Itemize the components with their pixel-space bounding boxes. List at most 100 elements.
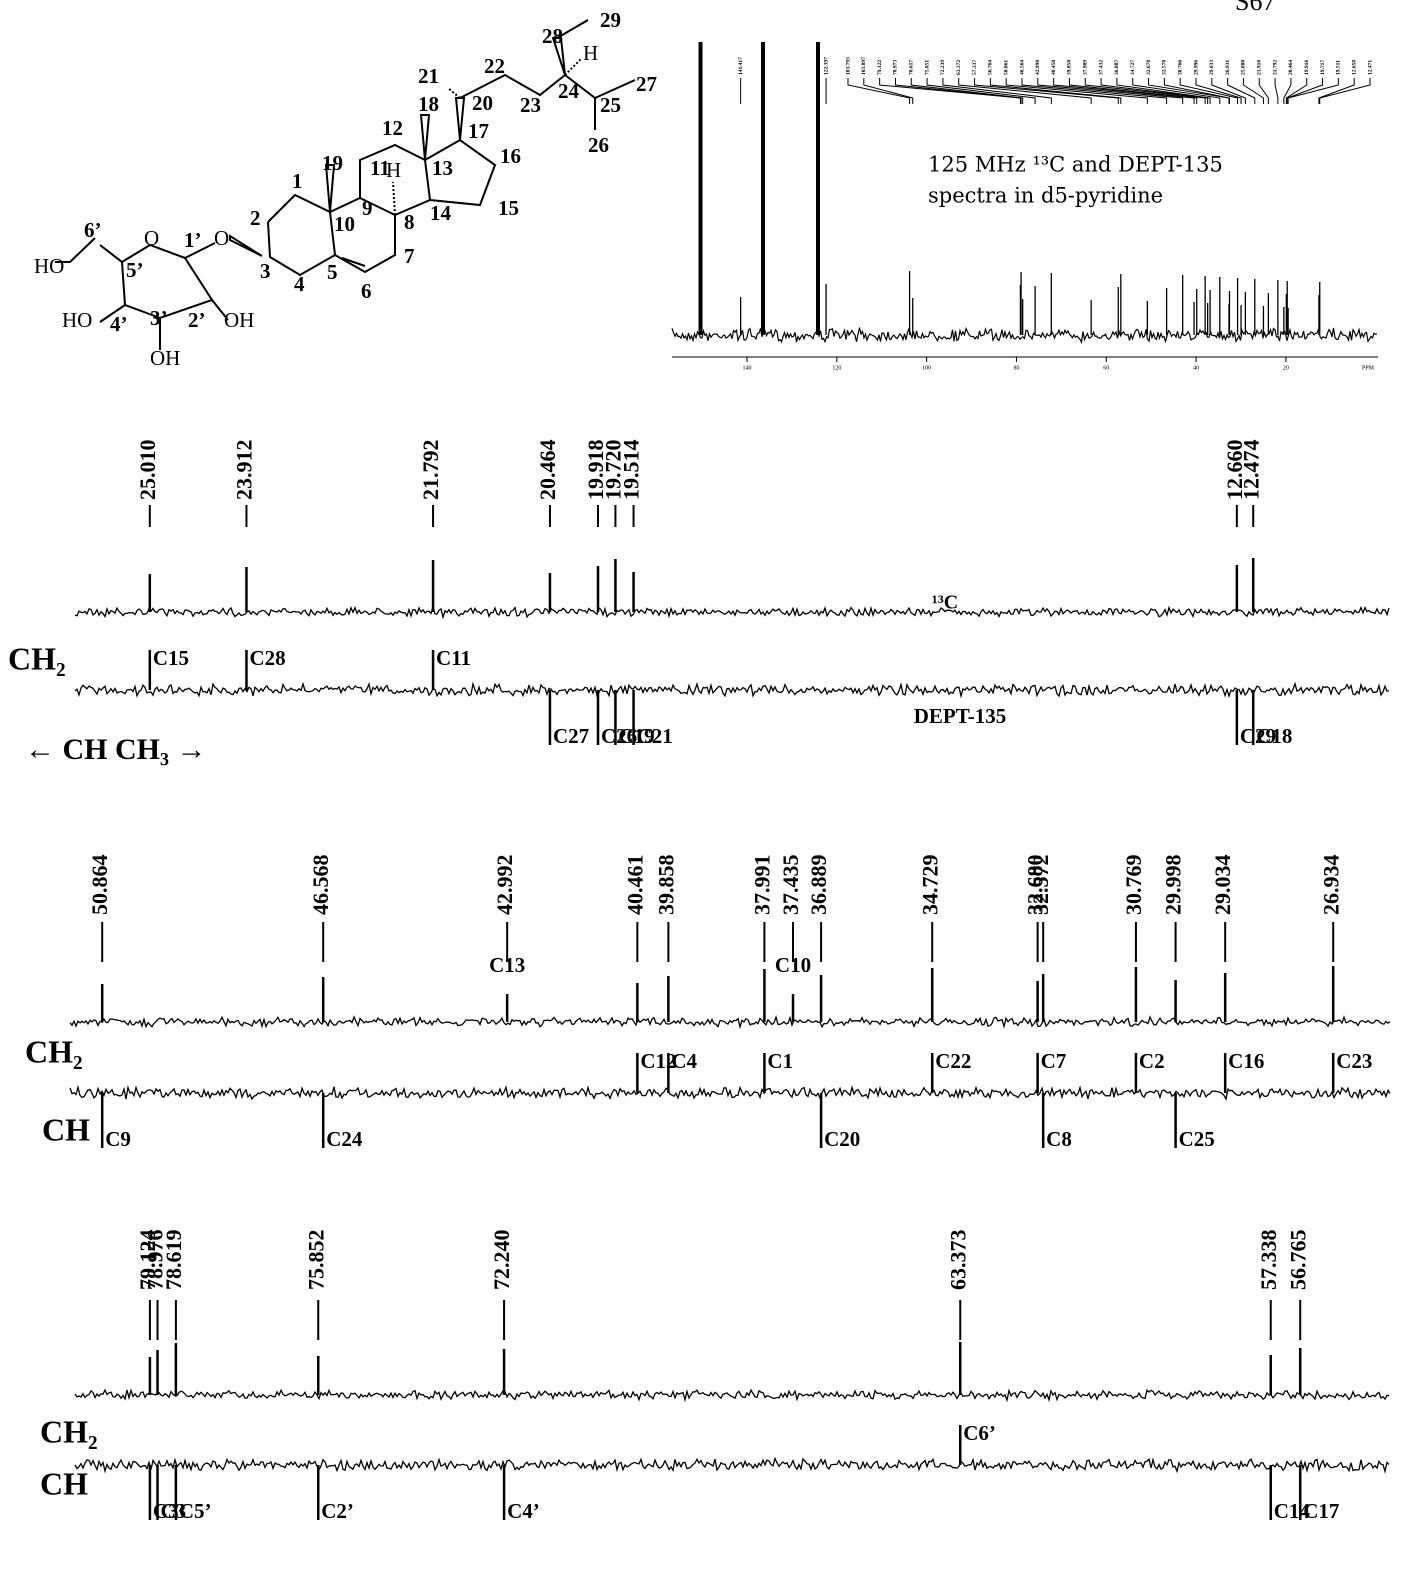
peak-label: 21.792	[1272, 60, 1278, 75]
peak-label: 46.564	[1019, 60, 1025, 75]
assignment: C21	[637, 724, 673, 748]
assignment: C7	[1041, 1049, 1067, 1073]
assignment: C1	[767, 1049, 793, 1073]
shift-label: 12.474	[1238, 440, 1263, 501]
trace-label: CH₂	[8, 640, 66, 676]
peak-leader	[1195, 78, 1242, 104]
inset-caption: 125 MHz ¹³C and DEPT-135	[928, 153, 1223, 177]
shift-label: 42.992	[492, 855, 517, 916]
assignment: C16	[1228, 1049, 1264, 1073]
peak-label: 42.990	[1035, 60, 1041, 75]
shift-label: 37.991	[749, 855, 774, 916]
baseline-noise	[74, 1388, 1390, 1403]
atom-label: 10	[334, 212, 355, 236]
peak-label: 29.033	[1209, 60, 1215, 75]
assignment: C15	[153, 646, 189, 670]
atom-label: H	[583, 41, 598, 65]
shift-label: 37.435	[778, 855, 803, 916]
trace-label: CH	[40, 1465, 88, 1501]
shift-label: 25.010	[135, 440, 160, 501]
x-tick-label: 40	[1193, 365, 1199, 371]
assignment: C28	[249, 646, 285, 670]
shift-label: 29.998	[1161, 855, 1186, 916]
atom-label: 12	[382, 116, 403, 140]
shift-label: 56.765	[1285, 1230, 1310, 1291]
shift-label: 32.680	[1023, 855, 1048, 916]
structure-labels: 29 28 H 21 22 20 23 24 25 27 18 12 17 26…	[34, 8, 657, 370]
peak-label: 34.727	[1130, 60, 1136, 75]
assignment: C29	[1240, 724, 1276, 748]
atom-label: 18	[418, 92, 439, 116]
inset-caption: spectra in d5-pyridine	[928, 184, 1163, 208]
assignment: C25	[1179, 1127, 1215, 1151]
peak-leader	[863, 78, 914, 104]
peak-leader	[1319, 78, 1371, 104]
peak-leader	[1084, 78, 1206, 104]
atom-label: 20	[472, 91, 493, 115]
atom-label: H	[386, 158, 401, 182]
peak-label: 20.464	[1288, 60, 1294, 75]
atom-label: 3	[260, 259, 271, 283]
assignment: C18	[1256, 724, 1292, 748]
assignment: C4	[671, 1049, 697, 1073]
shift-label: 26.934	[1318, 855, 1343, 916]
atom-label: 5’	[126, 258, 144, 282]
atom-label: 27	[636, 72, 657, 96]
peak-leader	[1021, 78, 1168, 104]
peak-leader	[1286, 78, 1324, 104]
atom-label: O	[214, 226, 229, 250]
atom-label: 25	[600, 93, 621, 117]
shift-label: 32.572	[1028, 855, 1053, 916]
x-axis-unit: PPM	[1362, 365, 1375, 371]
peak-label: 103.097	[861, 57, 867, 75]
peak-leader	[1005, 78, 1148, 104]
assignment: C19	[618, 724, 654, 748]
assignment: C23	[1336, 1049, 1372, 1073]
shift-label: 72.240	[489, 1230, 514, 1291]
atom-label: 24	[558, 79, 580, 103]
shift-label: 30.769	[1121, 855, 1146, 916]
peak-label: 50.861	[1003, 60, 1009, 75]
shift-label: 21.792	[418, 440, 443, 501]
shift-label: 78.976	[143, 1230, 168, 1291]
trace-label: DEPT-135	[914, 704, 1007, 728]
peak-leader	[1179, 78, 1239, 104]
shift-label: 29.034	[1210, 855, 1235, 916]
atom-label: 29	[600, 8, 621, 32]
peak-leader	[942, 78, 1052, 104]
atom-label: OH	[224, 308, 254, 332]
shift-label: 40.461	[622, 855, 647, 916]
peak-label: 141.417	[738, 57, 744, 75]
atom-label: 16	[500, 144, 521, 168]
atom-label: O	[144, 226, 159, 250]
atom-label: 19	[322, 151, 343, 175]
structure-bonds	[55, 19, 636, 350]
peak-label: 23.910	[1257, 60, 1263, 75]
peak-leader	[1068, 78, 1198, 104]
peak-label: 78.617	[909, 60, 915, 75]
assignment: C17	[1303, 1499, 1339, 1523]
peak-label: 12.658	[1351, 60, 1357, 75]
atom-label: 9	[362, 196, 373, 220]
peak-label: 37.432	[1098, 60, 1104, 75]
assignment: C10	[775, 953, 811, 977]
peak-leader	[1132, 78, 1221, 104]
trace-label: CH₂	[25, 1033, 83, 1069]
peak-label: 29.996	[1193, 60, 1199, 75]
peak-leader	[1283, 78, 1292, 104]
peak-leader	[1163, 78, 1230, 104]
baseline-noise	[74, 681, 1390, 699]
peak-label: 75.851	[924, 60, 930, 75]
shift-label: 12.660	[1222, 440, 1247, 501]
peak-label: 19.717	[1320, 60, 1326, 75]
peak-leader	[1116, 78, 1211, 104]
shift-label: 36.889	[806, 855, 831, 916]
atom-label: 5	[327, 260, 338, 284]
atom-label: 21	[418, 64, 439, 88]
peak-leader	[1211, 78, 1246, 104]
atom-label: 22	[484, 54, 505, 78]
atom-label: 1	[292, 169, 303, 193]
peak-leader	[958, 78, 1092, 104]
shift-label: 46.568	[308, 855, 333, 916]
